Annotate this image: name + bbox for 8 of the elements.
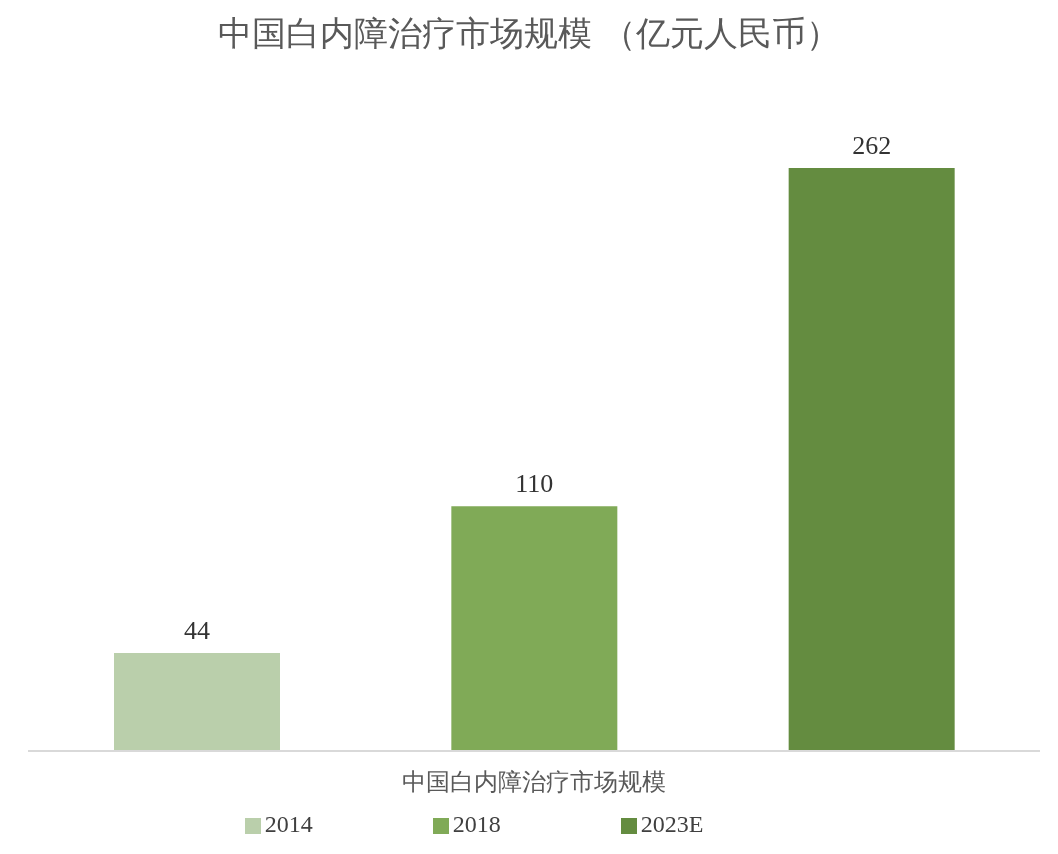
chart-title: 中国白内障治疗市场规模 （亿元人民币）	[216, 12, 842, 55]
x-tick-label: 中国白内障治疗市场规模	[402, 768, 666, 797]
data-label: 44	[184, 616, 210, 646]
legend-label: 2023E	[640, 811, 704, 837]
legend-label: 2018	[452, 811, 501, 837]
legend-label: 2014	[264, 811, 313, 837]
data-label: 110	[515, 469, 554, 499]
data-label: 262	[852, 131, 892, 160]
